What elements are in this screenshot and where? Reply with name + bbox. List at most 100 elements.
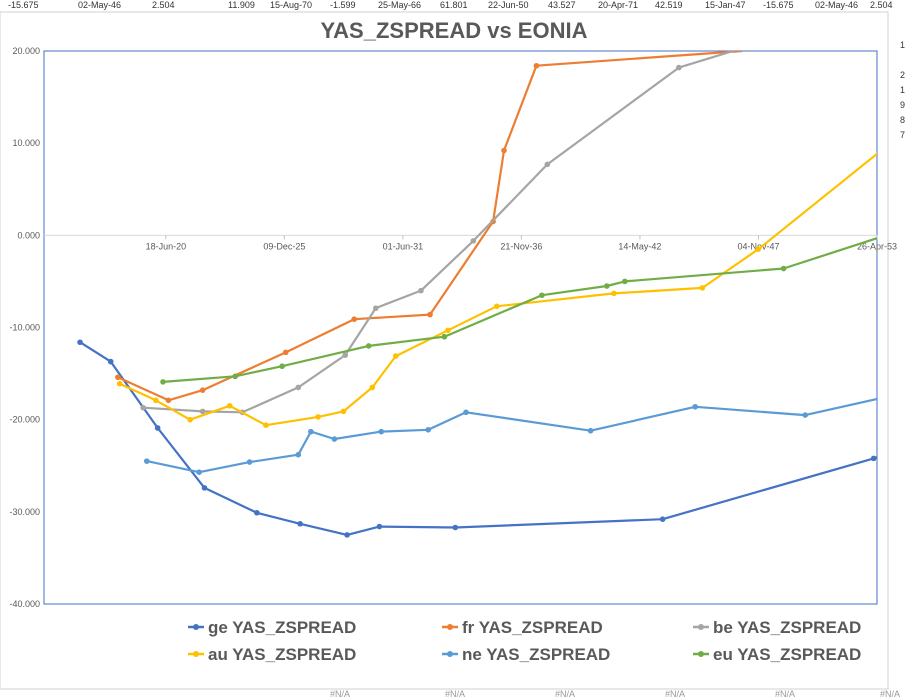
- chart-title: YAS_ZSPREAD vs EONIA: [321, 18, 588, 43]
- sheet-top-cell[interactable]: 25-May-66: [378, 0, 422, 10]
- data-point-be: [295, 384, 302, 391]
- sheet-bottom-cell[interactable]: #N/A: [880, 689, 901, 699]
- sheet-bottom-cell[interactable]: #N/A: [555, 689, 576, 699]
- data-point-ge: [452, 524, 459, 531]
- sheet-bottom-cell[interactable]: #N/A: [775, 689, 796, 699]
- data-point-be: [544, 161, 551, 168]
- legend-item-ne: ne YAS_ZSPREAD: [442, 645, 610, 664]
- sheet-top-cell[interactable]: 20-Apr-71: [598, 0, 639, 10]
- data-point-be: [676, 64, 682, 71]
- data-point-au: [263, 422, 269, 428]
- data-point-eu: [279, 363, 285, 370]
- sheet-bottom-cell[interactable]: #N/A: [445, 689, 466, 699]
- data-point-eu: [232, 373, 238, 380]
- data-point-be: [373, 305, 379, 311]
- data-point-au: [493, 303, 500, 310]
- x-tick-label: 04-Nov-47: [737, 241, 779, 251]
- data-point-ne: [196, 469, 202, 476]
- series-ge: [77, 339, 877, 538]
- sheet-right-cell[interactable]: 7: [900, 130, 906, 140]
- sheet-bottom-cell[interactable]: #N/A: [665, 689, 686, 699]
- data-point-ne: [308, 428, 314, 435]
- data-point-eu: [365, 343, 372, 349]
- data-point-au: [315, 414, 321, 420]
- data-point-be: [342, 352, 349, 358]
- sheet-top-cell[interactable]: -1.599: [330, 0, 356, 10]
- x-tick-label: 21-Nov-36: [500, 241, 542, 251]
- data-point-ge: [201, 485, 208, 491]
- sheet-top-cell[interactable]: 42.519: [655, 0, 683, 10]
- legend-item-be: be YAS_ZSPREAD: [693, 618, 861, 637]
- legend-label: ge YAS_ZSPREAD: [208, 618, 356, 637]
- chart-area[interactable]: [0, 11, 889, 690]
- data-point-ne: [692, 403, 698, 410]
- data-point-ne: [425, 427, 432, 433]
- data-point-au: [392, 353, 399, 359]
- series-ne: [143, 397, 877, 476]
- y-tick-label: 10.000: [12, 138, 40, 148]
- data-point-fr: [533, 62, 540, 69]
- sheet-top-cell[interactable]: 2.504: [152, 0, 175, 10]
- data-point-ne: [246, 459, 253, 465]
- sheet-top-cell[interactable]: 2.504: [870, 0, 893, 10]
- data-point-fr: [115, 374, 121, 381]
- y-axis: 20.000 10.000 0.000 -10.000 -20.000 -30.000 -4…: [9, 46, 40, 609]
- y-tick-label: 0.000: [17, 230, 40, 240]
- data-point-au: [153, 397, 159, 404]
- data-point-ge: [376, 523, 383, 530]
- legend-swatch-marker: [193, 651, 199, 657]
- sheet-bottom-cell[interactable]: #N/A: [330, 689, 351, 699]
- sheet-right-cell[interactable]: 2: [900, 70, 906, 80]
- legend-label: be YAS_ZSPREAD: [713, 618, 861, 637]
- data-point-ne: [143, 458, 150, 464]
- sheet-right-cell[interactable]: 1: [900, 85, 906, 95]
- sheet-right-cell[interactable]: 8: [900, 115, 906, 125]
- data-point-fr: [501, 147, 507, 154]
- series-au: [116, 152, 877, 428]
- sheet-top-cell[interactable]: 15-Jan-47: [705, 0, 746, 10]
- data-point-eu: [160, 379, 166, 385]
- legend-item-fr: fr YAS_ZSPREAD: [442, 618, 603, 637]
- data-point-au: [187, 416, 193, 423]
- data-point-au: [445, 327, 451, 334]
- y-tick-label: 20.000: [12, 46, 40, 56]
- data-point-fr: [282, 349, 289, 356]
- sheet-top-cell[interactable]: 02-May-46: [815, 0, 859, 10]
- sheet-top-cell[interactable]: 11.909: [228, 0, 255, 10]
- series-line-fr: [117, 51, 743, 402]
- data-point-be: [140, 404, 146, 411]
- sheet-top-cell[interactable]: -15.675: [763, 0, 794, 10]
- sheet-top-cell[interactable]: 15-Aug-70: [270, 0, 313, 10]
- sheet-right-cell[interactable]: 1: [900, 40, 906, 50]
- legend-swatch-marker: [698, 651, 704, 657]
- y-tick-label: -30.000: [9, 507, 40, 517]
- data-point-au: [340, 408, 347, 415]
- series-eu: [160, 237, 877, 385]
- sheet-top-cell[interactable]: -15.675: [8, 0, 39, 10]
- data-point-eu: [604, 283, 610, 289]
- data-point-ge: [254, 509, 260, 516]
- data-point-ge: [659, 516, 666, 523]
- sheet-top-cell[interactable]: 61.801: [440, 0, 468, 10]
- sheet-top-cell[interactable]: 43.527: [548, 0, 576, 10]
- sheet-right-cell[interactable]: 9: [900, 100, 906, 110]
- data-point-au: [611, 290, 617, 297]
- sheet-top-cell[interactable]: 22-Jun-50: [488, 0, 529, 10]
- data-point-ge: [77, 339, 83, 346]
- series-line-ne: [146, 397, 877, 474]
- data-point-ge: [870, 455, 877, 462]
- data-point-ge: [344, 532, 350, 538]
- sheet-top-cell[interactable]: 02-May-46: [78, 0, 122, 10]
- data-point-fr: [165, 397, 172, 404]
- legend-label: au YAS_ZSPREAD: [208, 645, 356, 664]
- legend-swatch-marker: [698, 624, 704, 630]
- data-point-au: [116, 380, 123, 387]
- legend-label: eu YAS_ZSPREAD: [713, 645, 861, 664]
- x-tick-label: 18-Jun-20: [146, 241, 187, 251]
- data-point-ge: [297, 521, 303, 527]
- data-point-ge: [154, 425, 161, 431]
- legend-swatch-marker: [447, 624, 453, 630]
- legend-swatch-marker: [447, 651, 453, 657]
